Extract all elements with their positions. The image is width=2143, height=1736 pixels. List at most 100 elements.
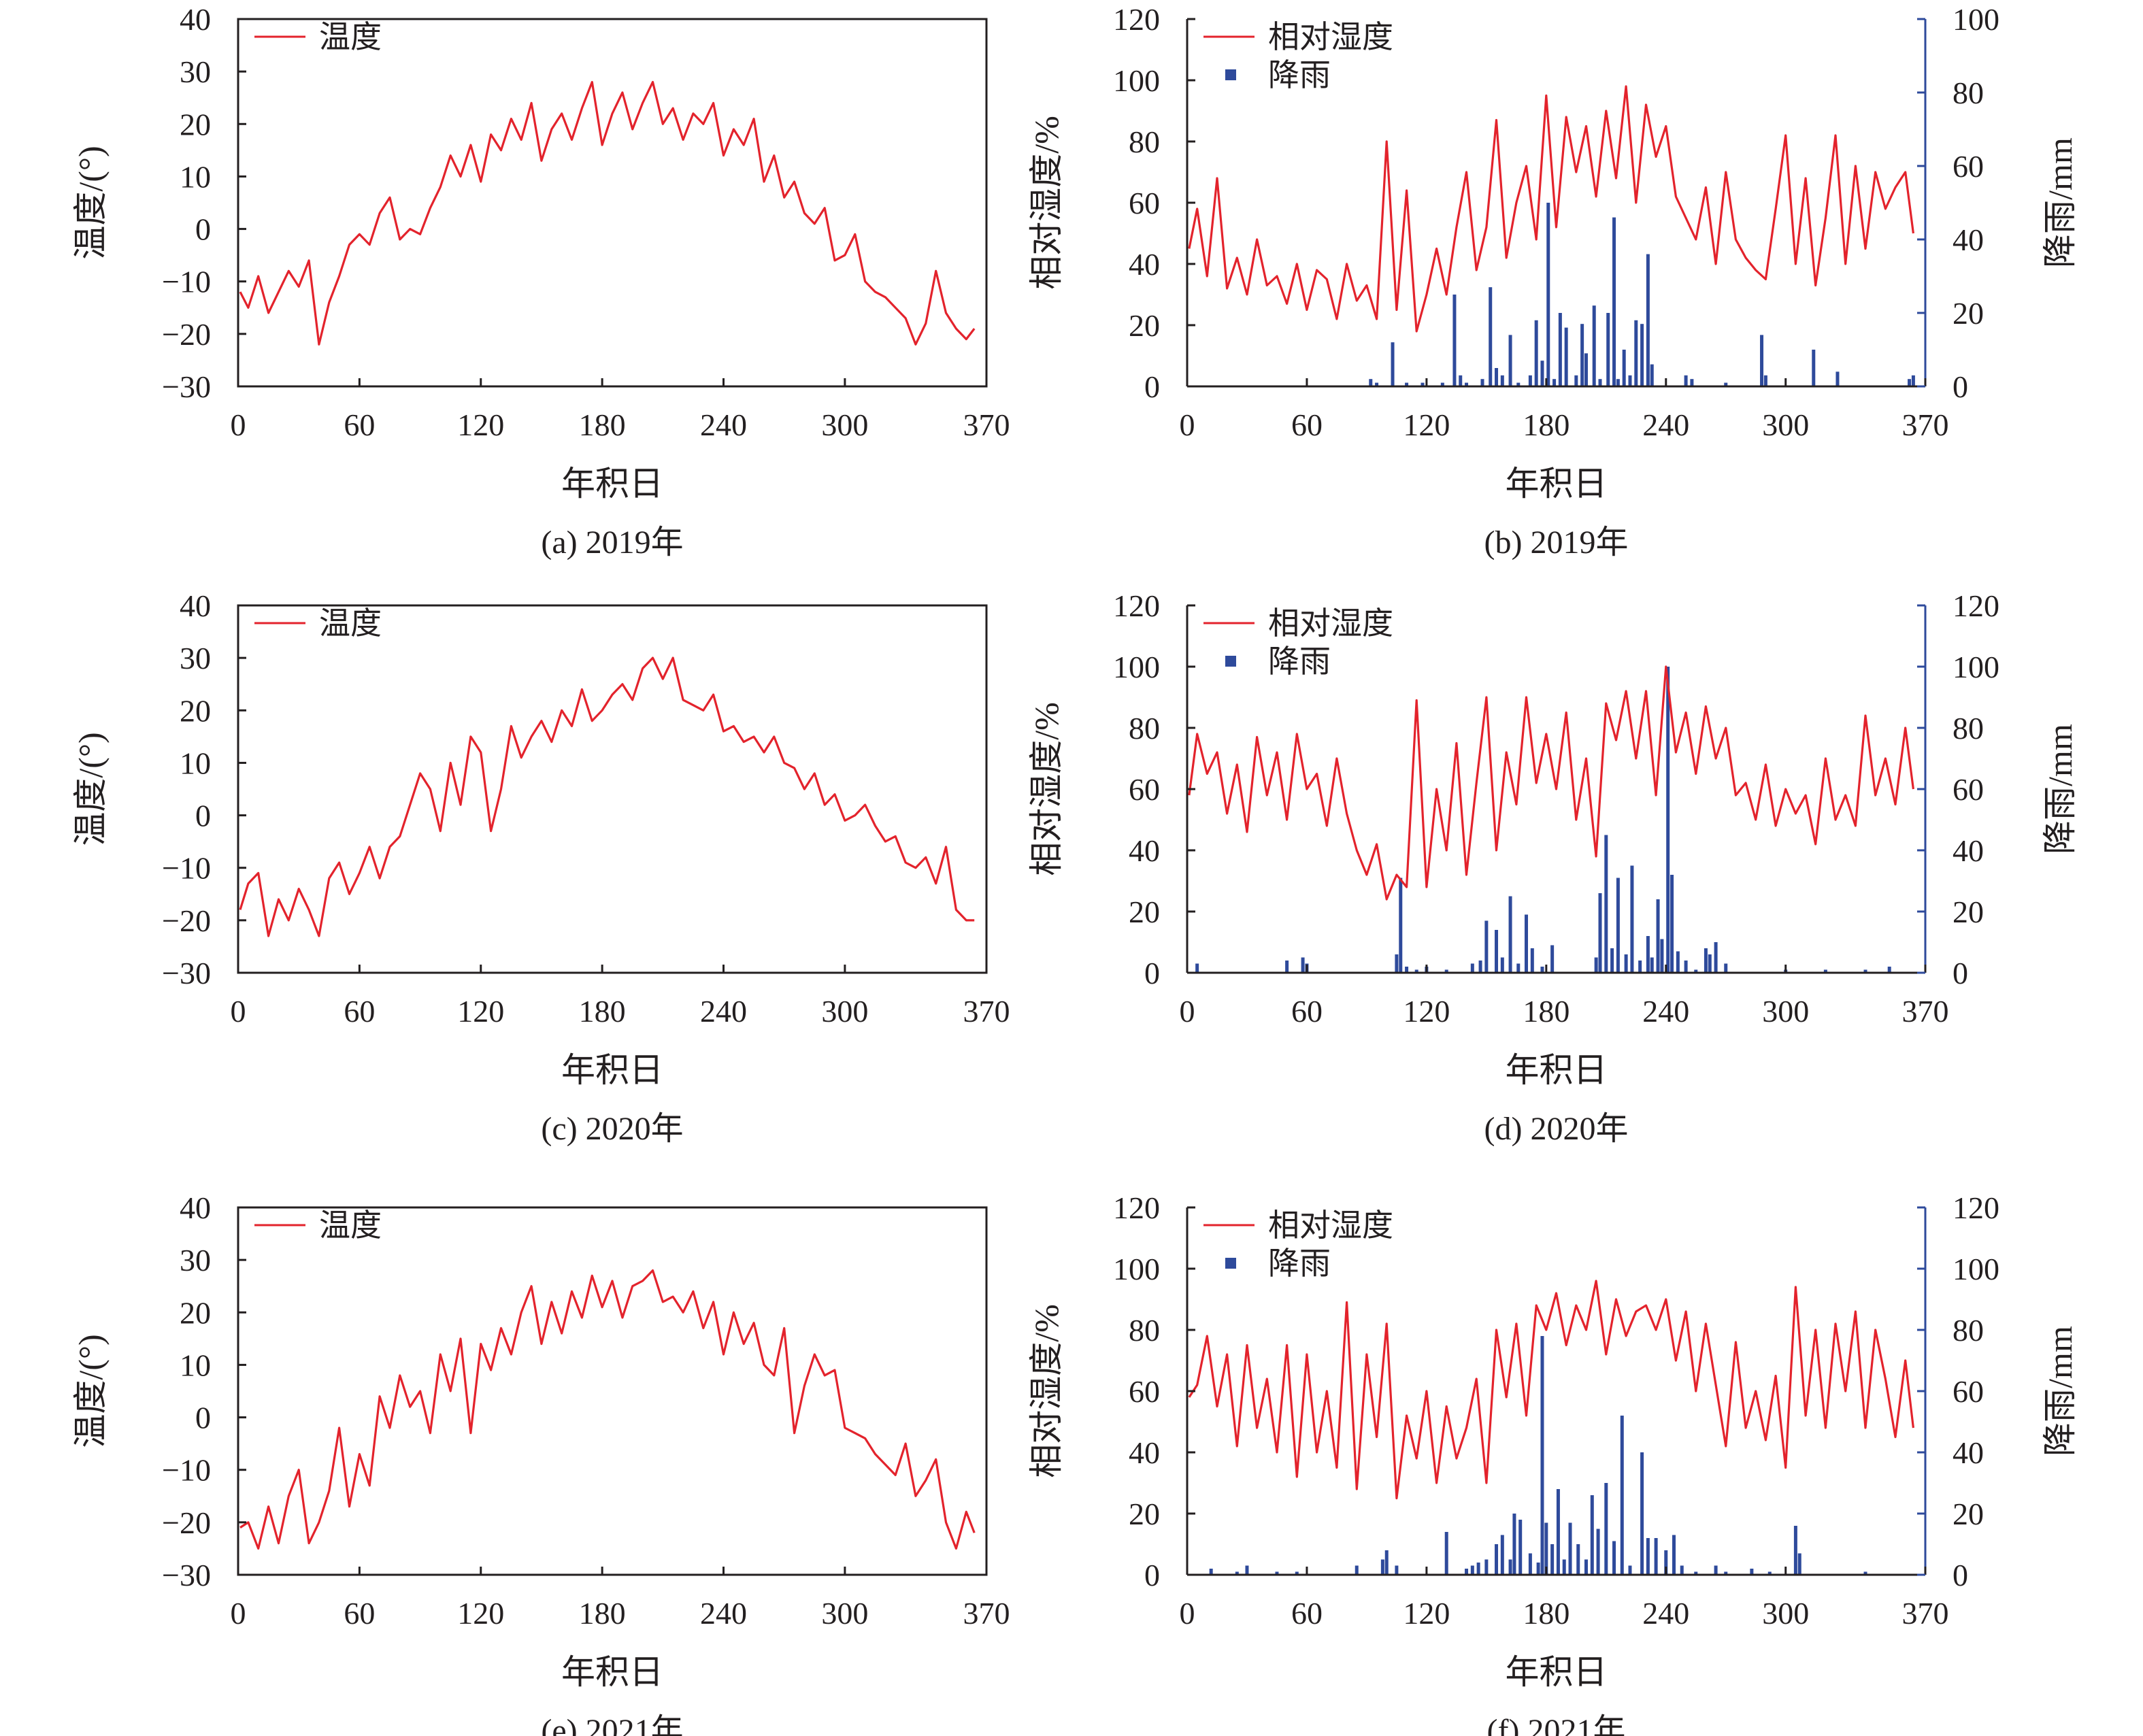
- y-tick-label: 40: [1129, 1435, 1160, 1470]
- x-tick-label: 180: [579, 407, 626, 442]
- rain-bar: [1684, 961, 1688, 973]
- x-tick-label: 60: [344, 994, 375, 1029]
- legend-label: 温度: [319, 20, 382, 54]
- rain-bar: [1512, 1514, 1516, 1575]
- y2-tick-label: 120: [1953, 588, 1999, 623]
- x-axis-label: 年积日: [1506, 465, 1608, 503]
- rain-bar: [1612, 217, 1616, 386]
- legend-rain-marker: [1225, 1258, 1236, 1269]
- legend-label: 降雨: [1268, 1246, 1331, 1281]
- y2-tick-label: 0: [1953, 369, 1968, 404]
- y2-tick-label: 60: [1953, 1374, 1984, 1409]
- rain-bar: [1550, 945, 1555, 973]
- rain-bar: [1421, 382, 1425, 386]
- rain-bar: [1375, 382, 1379, 386]
- x-tick-label: 0: [1180, 994, 1195, 1029]
- y-axis-label: 温度/(°): [71, 732, 110, 846]
- rain-bar: [1369, 379, 1373, 386]
- rain-bar: [1540, 361, 1544, 386]
- rain-bar: [1576, 1544, 1580, 1575]
- legend-label: 相对湿度: [1268, 20, 1393, 54]
- rain-bar: [1724, 963, 1728, 973]
- y2-tick-label: 80: [1953, 76, 1984, 110]
- rain-bar: [1500, 375, 1504, 386]
- y-tick-label: 80: [1129, 711, 1160, 746]
- y-tick-label: 60: [1129, 1374, 1160, 1409]
- y2-tick-label: 60: [1953, 772, 1984, 807]
- rain-bar: [1823, 969, 1827, 973]
- y-tick-label: 30: [180, 641, 211, 675]
- plot-frame: [237, 18, 988, 388]
- y2-tick-label: 40: [1953, 1435, 1984, 1470]
- y-tick-label: 20: [1129, 895, 1160, 929]
- rain-bar: [1540, 967, 1544, 973]
- legend-rain-marker: [1225, 69, 1236, 80]
- y2-tick-label: 40: [1953, 222, 1984, 257]
- rain-bar: [1704, 948, 1708, 973]
- legend-label: 相对湿度: [1268, 1208, 1393, 1243]
- y-tick-label: 20: [1129, 1497, 1160, 1531]
- rain-bar: [1835, 371, 1840, 386]
- y-axis-label: 相对湿度/%: [1027, 116, 1065, 290]
- rain-bar: [1495, 1544, 1499, 1575]
- legend-label: 相对湿度: [1268, 606, 1393, 641]
- chart-panel-c: 0 60 120 180 240 300 370 −30 −20 −10 0 10 20 30 40 年积日 温…: [71, 588, 1010, 1147]
- rain-bar: [1470, 963, 1474, 973]
- x-axis-label: 年积日: [561, 1653, 663, 1691]
- rain-bar: [1690, 379, 1694, 386]
- rain-bar: [1812, 350, 1816, 386]
- rain-bar: [1552, 379, 1557, 386]
- y-tick-label: −20: [162, 317, 211, 352]
- temperature-line: [239, 80, 976, 346]
- rain-bar: [1525, 914, 1529, 973]
- y-tick-label: 40: [180, 2, 211, 37]
- rain-bar: [1672, 1535, 1676, 1575]
- y2-tick-label: 80: [1953, 711, 1984, 746]
- y-tick-label: 60: [1129, 186, 1160, 220]
- rain-bar: [1558, 313, 1562, 386]
- y-tick-label: 20: [1129, 308, 1160, 343]
- rain-bar: [1664, 1550, 1668, 1575]
- rain-bar: [1301, 957, 1305, 973]
- y2-tick-label: 40: [1953, 833, 1984, 868]
- y-tick-label: 120: [1113, 588, 1160, 623]
- humidity-line: [1188, 665, 1914, 901]
- y-tick-label: 20: [180, 693, 211, 728]
- x-axis-label: 年积日: [1506, 1051, 1608, 1089]
- rain-bar: [1414, 969, 1418, 973]
- x-tick-label: 120: [1403, 407, 1450, 442]
- y-axis-label: 温度/(°): [71, 146, 110, 259]
- rain-bar: [1646, 936, 1650, 973]
- rain-bar: [1508, 1559, 1512, 1575]
- rain-bar: [1380, 1559, 1384, 1575]
- rain-bar: [1650, 957, 1654, 973]
- y-tick-label: 40: [180, 588, 211, 623]
- x-tick-label: 60: [1291, 407, 1323, 442]
- rain-bar: [1568, 1522, 1572, 1575]
- rain-bar: [1395, 954, 1399, 973]
- rain-bar: [1646, 1538, 1650, 1575]
- rain-bar: [1444, 969, 1448, 973]
- y-tick-label: 0: [1144, 369, 1160, 404]
- panel-caption: (a) 2019年: [541, 524, 683, 561]
- rain-bar: [1863, 1571, 1867, 1575]
- y-tick-label: 60: [1129, 772, 1160, 807]
- legend: 温度: [254, 606, 382, 641]
- rain-bar: [1911, 375, 1915, 386]
- y-tick-label: 100: [1113, 1252, 1160, 1286]
- x-tick-label: 0: [231, 994, 246, 1029]
- x-tick-label: 0: [231, 407, 246, 442]
- rain-bar: [1478, 961, 1482, 973]
- rain-bar: [1508, 335, 1512, 386]
- temperature-line: [239, 656, 975, 937]
- rain-bar: [1763, 375, 1767, 386]
- y2-tick-label: 80: [1953, 1313, 1984, 1348]
- rain-bar: [1508, 896, 1512, 973]
- rain-bar: [1616, 878, 1620, 973]
- rain-bar: [1887, 967, 1891, 973]
- y-tick-label: 40: [1129, 833, 1160, 868]
- rain-bar: [1395, 1565, 1399, 1575]
- y-tick-label: 40: [1129, 247, 1160, 282]
- y-tick-label: 120: [1113, 1190, 1160, 1225]
